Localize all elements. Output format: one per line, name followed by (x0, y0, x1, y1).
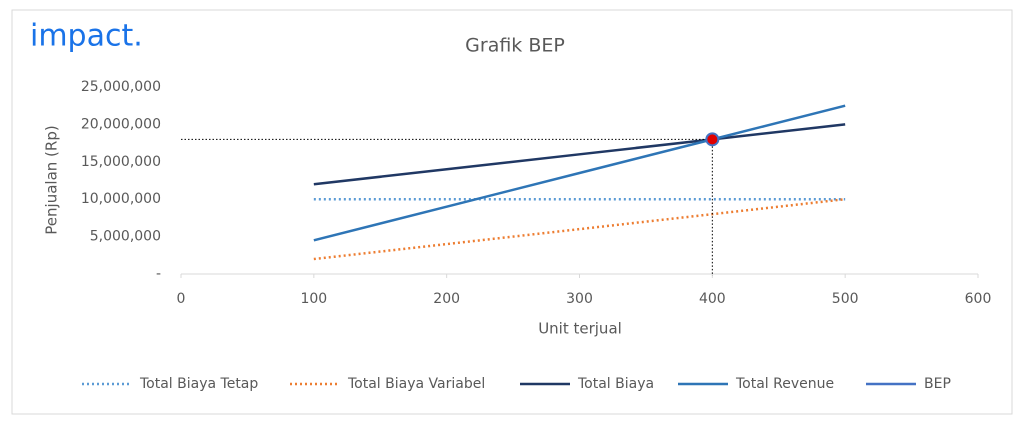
series-line (313, 104, 846, 242)
y-tick-label: 10,000,000 (81, 191, 161, 207)
x-tick-label: 100 (300, 291, 327, 307)
y-tick-label: 5,000,000 (90, 229, 161, 245)
x-tick-label: 200 (433, 291, 460, 307)
legend-label: Total Biaya Tetap (139, 376, 258, 392)
x-tick-label: 600 (965, 291, 992, 307)
x-tick-label: 400 (699, 291, 726, 307)
y-tick-label: 20,000,000 (81, 116, 161, 132)
series-line (313, 123, 846, 186)
x-axis-label: Unit terjual (538, 320, 622, 338)
y-tick-label: 15,000,000 (81, 154, 161, 170)
legend-label: Total Revenue (735, 376, 834, 392)
y-axis-label: Penjualan (Rp) (43, 125, 61, 234)
legend-label: Total Biaya (577, 376, 654, 392)
series-line (313, 197, 846, 261)
chart-title: Grafik BEP (465, 35, 565, 57)
x-tick-label: 0 (177, 291, 186, 307)
x-tick-label: 500 (832, 291, 859, 307)
chart-frame (11, 9, 1013, 415)
legend-label: Total Biaya Variabel (347, 376, 485, 392)
logo: impact. (30, 19, 143, 54)
y-tick-label: 25,000,000 (81, 79, 161, 95)
x-tick-label: 300 (566, 291, 593, 307)
legend-label: BEP (924, 376, 951, 392)
bep-point (705, 132, 720, 147)
y-tick-label: - (156, 266, 161, 282)
